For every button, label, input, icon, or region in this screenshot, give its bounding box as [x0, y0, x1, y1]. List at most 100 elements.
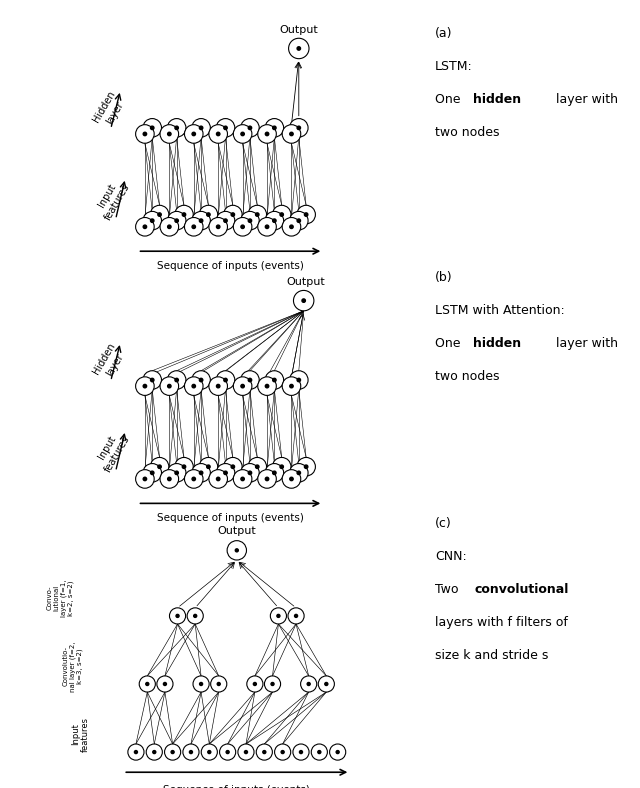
Circle shape	[273, 458, 291, 476]
Circle shape	[289, 370, 308, 389]
Circle shape	[150, 206, 169, 224]
Circle shape	[282, 125, 301, 143]
Circle shape	[294, 291, 314, 310]
Circle shape	[248, 378, 252, 381]
Circle shape	[238, 744, 254, 760]
Circle shape	[305, 213, 308, 216]
Circle shape	[275, 744, 291, 760]
Circle shape	[143, 478, 147, 481]
Circle shape	[193, 676, 209, 692]
Circle shape	[241, 385, 244, 388]
Circle shape	[189, 750, 193, 753]
Text: Output: Output	[280, 24, 318, 35]
Text: hidden: hidden	[473, 337, 521, 350]
Circle shape	[136, 217, 154, 236]
Circle shape	[297, 46, 301, 50]
Text: (b): (b)	[435, 271, 453, 284]
Circle shape	[297, 206, 316, 224]
Circle shape	[266, 478, 269, 481]
Circle shape	[168, 385, 171, 388]
Circle shape	[265, 463, 284, 482]
Circle shape	[289, 463, 308, 482]
Circle shape	[192, 478, 195, 481]
Circle shape	[307, 682, 310, 686]
Circle shape	[280, 465, 284, 468]
Circle shape	[297, 471, 301, 474]
Circle shape	[200, 378, 203, 381]
Circle shape	[194, 615, 196, 618]
Circle shape	[281, 750, 284, 753]
Circle shape	[150, 126, 154, 129]
Circle shape	[241, 370, 259, 389]
Circle shape	[234, 377, 252, 396]
Circle shape	[265, 370, 284, 389]
Circle shape	[184, 377, 203, 396]
Circle shape	[207, 465, 210, 468]
Circle shape	[273, 206, 291, 224]
Circle shape	[175, 458, 193, 476]
Circle shape	[168, 118, 186, 137]
Circle shape	[241, 463, 259, 482]
Circle shape	[241, 478, 244, 481]
Circle shape	[209, 125, 227, 143]
Text: Convo-
lutional
layer (f=1,
k=2, s=2): Convo- lutional layer (f=1, k=2, s=2)	[46, 579, 74, 617]
Circle shape	[211, 676, 227, 692]
Circle shape	[192, 370, 211, 389]
Text: convolutional: convolutional	[474, 583, 568, 596]
Circle shape	[302, 299, 305, 303]
Circle shape	[168, 132, 171, 136]
Circle shape	[176, 615, 179, 618]
Circle shape	[168, 225, 171, 229]
Circle shape	[273, 126, 276, 129]
Circle shape	[216, 118, 235, 137]
Circle shape	[330, 744, 346, 760]
Circle shape	[258, 125, 276, 143]
Text: Convolutio-
nal layer (f=2,
k=3, s=2): Convolutio- nal layer (f=2, k=3, s=2)	[62, 641, 83, 692]
Circle shape	[253, 682, 257, 686]
Circle shape	[175, 206, 193, 224]
Circle shape	[224, 471, 227, 474]
Text: Sequence of inputs (events): Sequence of inputs (events)	[157, 513, 304, 523]
Circle shape	[301, 676, 317, 692]
Circle shape	[175, 219, 179, 222]
Text: One: One	[435, 93, 465, 106]
Circle shape	[140, 676, 156, 692]
Circle shape	[241, 118, 259, 137]
Circle shape	[256, 744, 273, 760]
Circle shape	[293, 744, 309, 760]
Circle shape	[266, 225, 269, 229]
Circle shape	[216, 132, 220, 136]
Circle shape	[231, 213, 234, 216]
Circle shape	[273, 219, 276, 222]
Circle shape	[277, 615, 280, 618]
Circle shape	[184, 217, 203, 236]
Circle shape	[150, 378, 154, 381]
Circle shape	[182, 213, 186, 216]
Circle shape	[241, 211, 259, 230]
Circle shape	[234, 217, 252, 236]
Circle shape	[248, 219, 252, 222]
Circle shape	[208, 750, 211, 753]
Circle shape	[216, 211, 235, 230]
Circle shape	[168, 211, 186, 230]
Text: Hidden
layer: Hidden layer	[92, 341, 127, 382]
Text: Hidden
layer: Hidden layer	[92, 89, 127, 130]
Circle shape	[192, 225, 195, 229]
Circle shape	[258, 377, 276, 396]
Circle shape	[220, 744, 236, 760]
Text: LSTM with Attention:: LSTM with Attention:	[435, 304, 565, 317]
Circle shape	[266, 132, 269, 136]
Text: CNN:: CNN:	[435, 550, 467, 563]
Circle shape	[270, 608, 287, 624]
Circle shape	[271, 682, 274, 686]
Circle shape	[282, 470, 301, 489]
Circle shape	[241, 225, 244, 229]
Circle shape	[183, 744, 199, 760]
Circle shape	[244, 750, 248, 753]
Circle shape	[184, 125, 203, 143]
Text: layer with: layer with	[552, 93, 618, 106]
Circle shape	[199, 206, 218, 224]
Circle shape	[217, 682, 220, 686]
Circle shape	[192, 385, 195, 388]
Circle shape	[143, 225, 147, 229]
